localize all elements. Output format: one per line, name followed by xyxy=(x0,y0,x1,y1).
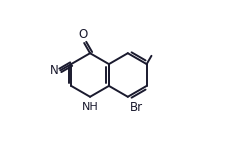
Text: N: N xyxy=(50,64,59,77)
Text: O: O xyxy=(79,28,88,41)
Text: NH: NH xyxy=(82,102,98,111)
Text: Br: Br xyxy=(130,101,143,114)
